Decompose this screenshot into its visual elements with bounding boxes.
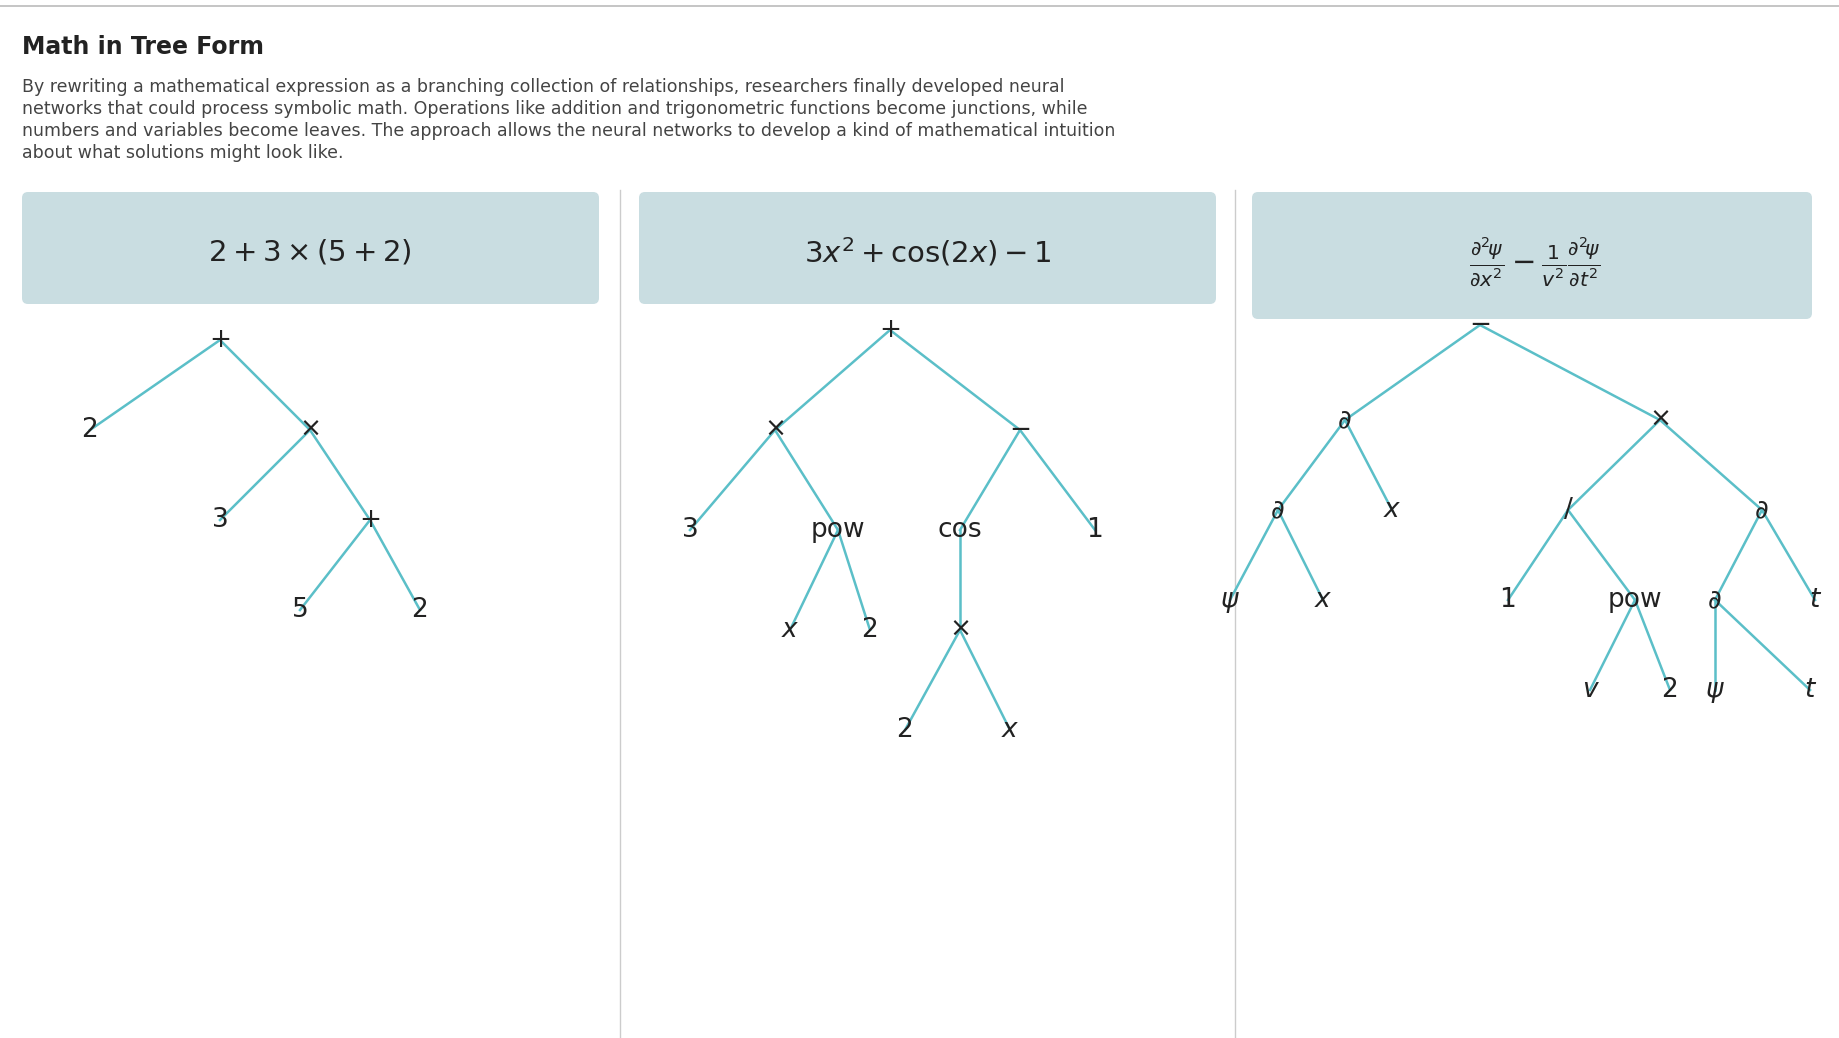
Text: numbers and variables become leaves. The approach allows the neural networks to : numbers and variables become leaves. The… [22, 122, 1114, 140]
Text: pow: pow [811, 517, 864, 543]
Text: ×: × [763, 417, 785, 443]
Text: 2: 2 [1661, 677, 1677, 703]
Text: Math in Tree Form: Math in Tree Form [22, 35, 263, 59]
Text: x: x [782, 617, 798, 643]
Text: +: + [879, 317, 901, 343]
Text: x: x [1002, 717, 1017, 743]
Text: 1: 1 [1087, 517, 1103, 543]
FancyBboxPatch shape [638, 192, 1216, 304]
Text: ∂: ∂ [1271, 497, 1284, 523]
FancyBboxPatch shape [1251, 192, 1811, 319]
Text: about what solutions might look like.: about what solutions might look like. [22, 144, 344, 162]
Text: networks that could process symbolic math. Operations like addition and trigonom: networks that could process symbolic mat… [22, 100, 1087, 118]
Text: ψ: ψ [1705, 677, 1723, 703]
Text: ψ: ψ [1221, 588, 1238, 613]
Text: cos: cos [938, 517, 982, 543]
Text: x: x [1383, 497, 1399, 523]
Text: $\frac{\partial^2\!\psi}{\partial x^2} - \frac{1}{v^2}\frac{\partial^2\!\psi}{\p: $\frac{\partial^2\!\psi}{\partial x^2} -… [1468, 235, 1600, 289]
Text: 3: 3 [680, 517, 699, 543]
Text: ∂: ∂ [1337, 407, 1352, 433]
Text: /: / [1563, 497, 1572, 523]
Text: 2: 2 [81, 417, 97, 443]
Text: ×: × [949, 617, 971, 643]
Text: x: x [1315, 588, 1330, 613]
Text: −: − [1468, 312, 1490, 338]
Text: 2: 2 [896, 717, 912, 743]
Text: +: + [210, 327, 232, 353]
FancyBboxPatch shape [22, 192, 600, 304]
Text: +: + [359, 507, 381, 532]
Text: −: − [1008, 417, 1030, 443]
Text: 1: 1 [1499, 588, 1515, 613]
Text: By rewriting a mathematical expression as a branching collection of relationship: By rewriting a mathematical expression a… [22, 78, 1065, 95]
Text: v: v [1582, 677, 1596, 703]
Text: ∂: ∂ [1707, 588, 1721, 613]
Text: $2 + 3 \times (5 + 2)$: $2 + 3 \times (5 + 2)$ [208, 238, 412, 267]
Text: pow: pow [1607, 588, 1661, 613]
Text: 2: 2 [412, 597, 428, 623]
Text: 5: 5 [291, 597, 309, 623]
Text: 3: 3 [211, 507, 228, 532]
Text: ∂: ∂ [1754, 497, 1767, 523]
Text: 2: 2 [861, 617, 877, 643]
Text: ×: × [298, 417, 320, 443]
Text: t: t [1810, 588, 1819, 613]
Text: ×: × [1648, 407, 1670, 433]
Text: t: t [1804, 677, 1815, 703]
Text: $3x^2 + \cos(2x) - 1$: $3x^2 + \cos(2x) - 1$ [804, 236, 1052, 269]
